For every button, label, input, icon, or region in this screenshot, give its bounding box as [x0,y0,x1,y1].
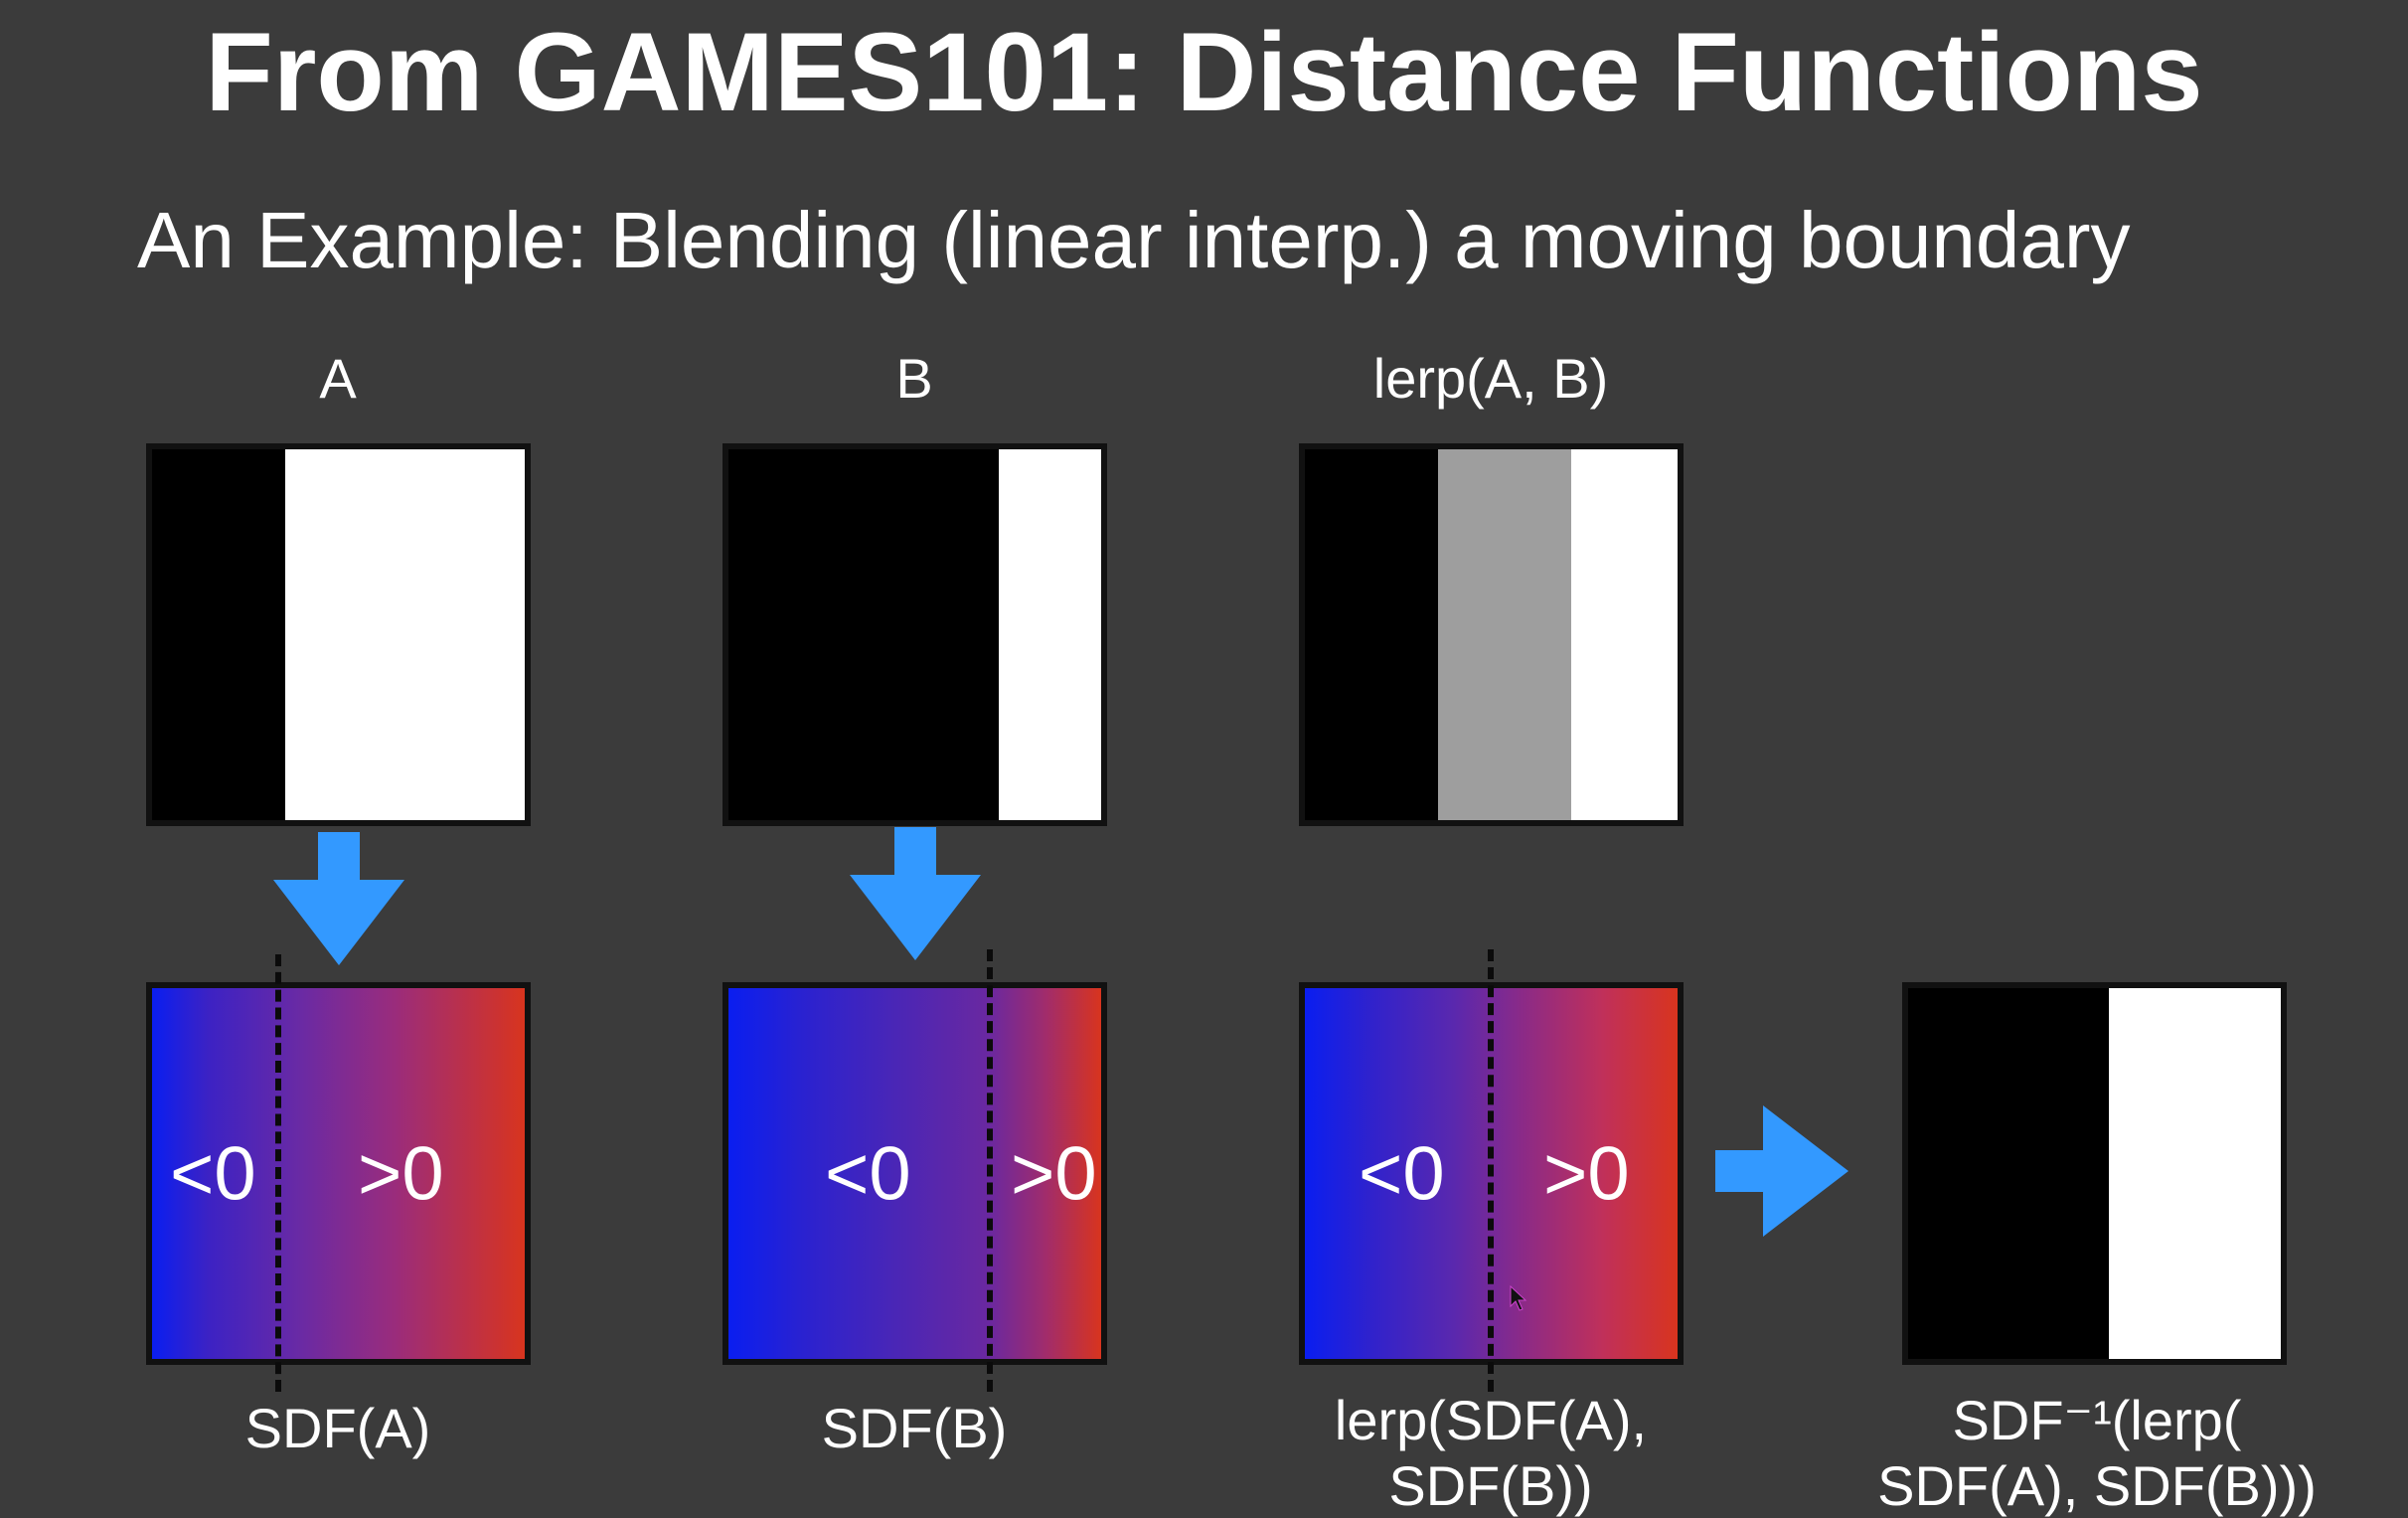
cursor-icon [1510,1284,1527,1311]
panel-lerp-white [1571,449,1678,820]
sdf-b-zero-boundary [987,949,993,1392]
panel-a [146,443,531,826]
label-b: B [895,347,933,410]
sdf-lerp-negative-label: <0 [1359,1131,1445,1216]
label-lerp: lerp(A, B) [1372,347,1609,410]
label-result-line2: SDF(A), SDF(B))) [1877,1454,2317,1517]
panel-b-black [728,449,999,820]
panel-a-black [152,449,285,820]
panel-lerp-black [1305,449,1438,820]
label-result-line1: SDF⁻¹(lerp( [1952,1389,2242,1451]
panel-result [1902,982,2287,1365]
panel-sdf-a: <0 >0 [146,982,531,1365]
label-a: A [319,347,357,410]
sdf-lerp-zero-boundary [1488,949,1494,1392]
label-sdf-lerp-line1: lerp(SDF(A), [1334,1389,1648,1451]
panel-lerp-gray [1438,449,1571,820]
label-sdf-lerp-line2: SDF(B)) [1388,1454,1593,1517]
panel-lerp [1299,443,1684,826]
label-sdf-b: SDF(B) [821,1397,1008,1459]
panel-b-white [999,449,1101,820]
slide-subtitle: An Example: Blending (linear interp.) a … [137,196,2131,284]
slide-title: From GAMES101: Distance Functions [205,10,2203,134]
sdf-a-negative-label: <0 [170,1131,256,1216]
panel-result-black [1908,988,2109,1359]
sdf-b-negative-label: <0 [825,1131,911,1216]
panel-a-white [285,449,525,820]
sdf-lerp-positive-label: >0 [1543,1131,1630,1216]
arrow-right-icon [1715,1105,1848,1237]
label-sdf-a: SDF(A) [244,1397,431,1459]
sdf-b-positive-label: >0 [1011,1131,1097,1216]
panel-result-white [2109,988,2281,1359]
sdf-a-positive-label: >0 [358,1131,444,1216]
sdf-a-zero-boundary [275,954,281,1392]
arrow-down-icon [850,827,981,960]
arrow-down-icon [273,832,404,965]
panel-b [722,443,1107,826]
panel-sdf-b: <0 >0 [722,982,1107,1365]
